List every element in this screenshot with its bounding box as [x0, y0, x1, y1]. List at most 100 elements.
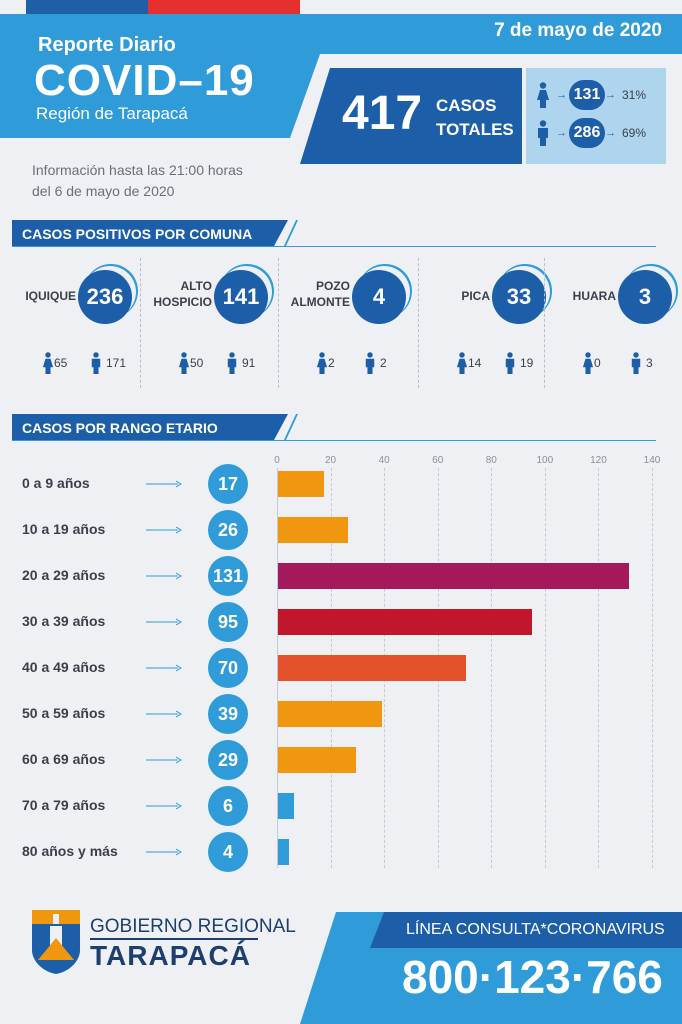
arrow-icon — [146, 756, 182, 764]
communes-section-header: CASOS POSITIVOS POR COMUNA — [12, 220, 288, 246]
total-cases-panel — [300, 68, 522, 164]
commune-name: HUARA — [546, 288, 616, 304]
male-person-icon — [365, 352, 375, 374]
section-header-stripe — [284, 414, 298, 440]
grid-line — [598, 468, 600, 868]
commune-name-line-2: HOSPICIO — [153, 295, 212, 309]
commune-female-count: 0 — [594, 356, 601, 370]
commune-male: 171 — [90, 352, 126, 374]
x-tick-label: 100 — [536, 455, 554, 466]
female-person-icon — [456, 352, 468, 374]
hotline-phone: 800·123·766 — [402, 951, 663, 1003]
flag-red-stripe — [148, 0, 300, 14]
commune-male: 19 — [504, 352, 533, 374]
tarapaca-logo-icon — [32, 910, 80, 974]
commune-female: 50 — [178, 352, 203, 374]
data-label: 6 — [208, 786, 248, 826]
commune-name-line-1: PICA — [461, 289, 490, 303]
arrow-icon — [146, 572, 182, 580]
data-label: 70 — [208, 648, 248, 688]
commune-item: HUARA 3 0 3 — [552, 264, 682, 374]
hotline-label-bar — [370, 912, 682, 948]
data-label: 29 — [208, 740, 248, 780]
female-person-icon — [316, 352, 328, 374]
age-section-header: CASOS POR RANGO ETARIO — [12, 414, 288, 440]
male-person-icon — [631, 352, 641, 374]
bar-3 — [278, 609, 533, 635]
arrow-icon — [146, 480, 182, 488]
page-title: COVID–19 — [34, 56, 255, 105]
age-range-label: 20 a 29 años — [22, 567, 106, 583]
report-date: 7 de mayo de 2020 — [494, 20, 662, 41]
commune-female: 65 — [42, 352, 67, 374]
commune-name-line-2: ALMONTE — [290, 295, 350, 309]
female-person-icon — [178, 352, 190, 374]
commune-female: 2 — [316, 352, 335, 374]
data-label: 4 — [208, 832, 248, 872]
female-person-icon — [42, 352, 54, 374]
gov-name-line-2: TARAPACÁ — [90, 940, 251, 971]
male-total-row: → 286 → 69% — [536, 118, 646, 148]
commune-name-line-1: IQUIQUE — [25, 289, 76, 303]
commune-divider — [140, 258, 141, 388]
arrow-icon — [146, 526, 182, 534]
commune-name: PICA — [420, 288, 490, 304]
commune-male-count: 3 — [646, 356, 653, 370]
female-total-row: → 131 → 31% — [536, 80, 646, 110]
commune-female-count: 65 — [54, 356, 68, 370]
commune-name-line-1: HUARA — [572, 289, 616, 303]
commune-item: ALTO HOSPICIO 141 50 91 — [148, 264, 278, 374]
total-cases-label: CASOS TOTALES — [436, 94, 514, 142]
bar-6 — [278, 747, 356, 773]
bar-7 — [278, 793, 295, 819]
bar-0 — [278, 471, 324, 497]
age-range-label: 40 a 49 años — [22, 659, 106, 675]
commune-total: 236 — [78, 270, 132, 324]
commune-male: 2 — [364, 352, 387, 374]
total-cases-number: 417 — [342, 87, 423, 140]
grid-line — [544, 468, 546, 868]
commune-divider — [418, 258, 419, 388]
age-range-label: 50 a 59 años — [22, 705, 106, 721]
age-range-label: 70 a 79 años — [22, 797, 106, 813]
age-range-label: 80 años y más — [22, 843, 118, 859]
arrow-icon: → — [605, 89, 616, 101]
commune-total: 4 — [352, 270, 406, 324]
grid-line — [491, 468, 493, 868]
x-tick-label: 60 — [432, 455, 444, 466]
total-label-line-1: CASOS — [436, 96, 497, 115]
commune-female: 14 — [456, 352, 481, 374]
flag-blue-stripe — [26, 0, 148, 14]
male-person-icon — [227, 352, 237, 374]
info-text: Información hasta las 21:00 horas del 6 … — [32, 160, 292, 202]
x-tick-label: 20 — [325, 455, 337, 466]
arrow-icon — [146, 618, 182, 626]
female-total-count: 131 — [569, 80, 605, 110]
total-label-line-2: TOTALES — [436, 120, 514, 139]
commune-male-count: 19 — [520, 356, 534, 370]
age-range-label: 0 a 9 años — [22, 475, 90, 491]
bar-2 — [278, 563, 629, 589]
region-name: Región de Tarapacá — [36, 104, 188, 123]
arrow-icon — [146, 802, 182, 810]
arrow-icon: → — [556, 127, 567, 139]
commune-name-line-1: ALTO — [180, 279, 212, 293]
commune-name: ALTO HOSPICIO — [142, 278, 212, 310]
grid-line — [652, 468, 653, 868]
x-tick-label: 80 — [485, 455, 497, 466]
age-range-label: 10 a 19 años — [22, 521, 106, 537]
commune-item: IQUIQUE 236 65 171 — [12, 264, 142, 374]
hotline-label: LÍNEA CONSULTA*CORONAVIRUS — [406, 921, 665, 938]
bar-1 — [278, 517, 348, 543]
data-label: 17 — [208, 464, 248, 504]
y-axis-line — [277, 468, 278, 868]
section-divider — [12, 440, 656, 441]
commune-total: 141 — [214, 270, 268, 324]
commune-female-count: 50 — [190, 356, 204, 370]
age-range-label: 60 a 69 años — [22, 751, 106, 767]
info-line-2: del 6 de mayo de 2020 — [32, 183, 175, 199]
commune-male: 3 — [630, 352, 653, 374]
info-line-1: Información hasta las 21:00 horas — [32, 162, 243, 178]
male-person-icon — [91, 352, 101, 374]
male-person-icon — [505, 352, 515, 374]
